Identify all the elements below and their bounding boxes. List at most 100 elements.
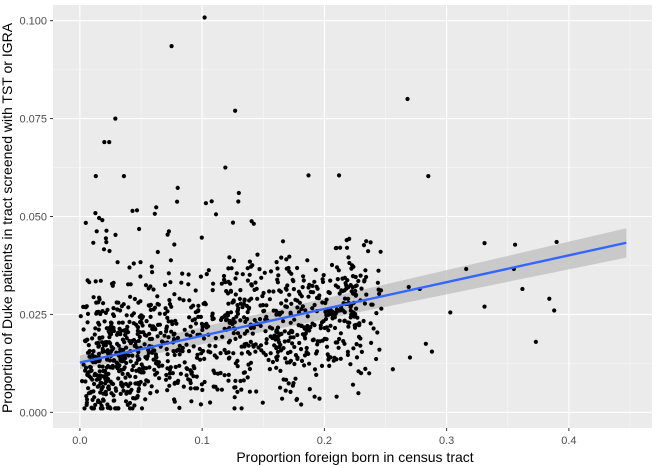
data-point <box>105 350 110 355</box>
data-point <box>144 333 149 338</box>
data-point <box>295 305 300 310</box>
data-point <box>231 351 236 356</box>
data-point <box>78 314 83 319</box>
data-point <box>301 274 306 279</box>
confidence-band-area <box>79 228 627 370</box>
data-point <box>141 330 146 335</box>
data-point <box>371 326 376 331</box>
data-point <box>261 309 266 314</box>
data-point <box>168 280 173 285</box>
data-point <box>306 327 311 332</box>
data-point <box>115 341 120 346</box>
data-point <box>320 300 325 305</box>
data-point <box>121 353 126 358</box>
data-point <box>251 325 256 330</box>
y-tick-label: 0.075 <box>19 114 47 126</box>
data-point <box>293 353 298 358</box>
data-point <box>247 298 252 303</box>
data-point <box>154 205 159 210</box>
fit-line <box>79 241 627 364</box>
data-point <box>131 261 136 266</box>
data-point <box>88 390 93 395</box>
data-point <box>167 383 172 388</box>
data-point <box>223 318 229 323</box>
data-point <box>128 359 133 364</box>
data-point <box>121 388 126 393</box>
data-point <box>194 374 199 379</box>
data-point <box>93 326 98 331</box>
data-point <box>239 344 244 349</box>
data-point <box>332 355 337 360</box>
data-point <box>134 322 139 327</box>
data-point <box>379 306 384 311</box>
data-point <box>232 320 237 325</box>
data-point <box>97 215 102 221</box>
data-point <box>231 258 237 263</box>
data-point <box>320 277 325 282</box>
data-point <box>189 399 194 404</box>
data-point <box>287 254 292 259</box>
data-point <box>374 311 379 316</box>
data-point <box>342 318 347 323</box>
data-point <box>254 389 259 394</box>
data-point <box>165 359 170 364</box>
data-point <box>117 369 122 374</box>
data-point <box>100 364 105 369</box>
data-point <box>81 327 86 332</box>
data-point <box>85 337 90 342</box>
data-point <box>234 314 239 319</box>
data-point <box>303 336 308 341</box>
data-point <box>234 271 239 276</box>
data-point <box>213 384 218 389</box>
data-point <box>98 373 103 378</box>
data-point <box>95 373 100 378</box>
data-point <box>164 372 169 378</box>
data-point <box>327 363 332 368</box>
data-point <box>308 289 313 295</box>
data-point <box>227 318 232 324</box>
data-point <box>116 406 121 411</box>
data-point <box>352 312 357 317</box>
data-point <box>162 311 167 316</box>
data-point <box>177 363 182 368</box>
data-point <box>90 377 95 382</box>
data-point <box>118 308 123 313</box>
data-point <box>287 292 292 297</box>
data-point <box>131 363 136 369</box>
data-point <box>184 366 189 371</box>
data-point <box>286 265 291 271</box>
data-point <box>291 287 296 292</box>
y-tick-labels: 0.000 0.025 0.050 0.075 0.100 <box>19 16 47 420</box>
data-point <box>241 370 246 375</box>
data-point <box>90 406 95 411</box>
data-point <box>114 300 119 305</box>
data-point <box>111 280 116 285</box>
data-point <box>302 363 307 368</box>
data-point <box>245 310 250 315</box>
data-point <box>96 376 101 381</box>
data-point <box>354 355 360 360</box>
data-point <box>218 370 223 376</box>
data-point <box>374 356 379 362</box>
data-point <box>311 337 316 342</box>
data-point <box>322 325 327 331</box>
data-point <box>109 391 114 396</box>
data-point <box>270 359 275 365</box>
data-point <box>366 249 371 254</box>
data-point <box>278 368 283 373</box>
data-point <box>276 273 281 278</box>
data-point <box>218 317 224 323</box>
data-point <box>123 399 129 404</box>
data-point <box>193 310 198 315</box>
data-point <box>274 260 279 265</box>
data-point <box>231 316 236 322</box>
data-point <box>184 342 189 347</box>
data-point <box>332 325 338 331</box>
data-point <box>174 321 179 326</box>
data-point <box>166 271 171 276</box>
data-point <box>284 257 289 262</box>
data-point <box>226 372 231 377</box>
data-point <box>180 345 185 351</box>
data-point <box>336 173 342 178</box>
data-point <box>138 274 143 279</box>
